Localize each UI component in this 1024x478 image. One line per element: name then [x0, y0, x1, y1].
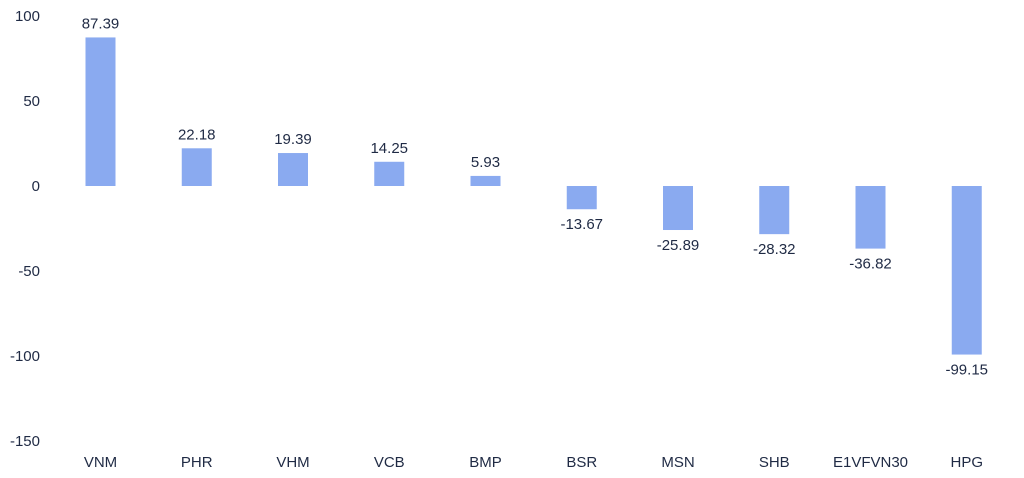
category-label: VCB [374, 454, 405, 471]
bar-phr [181, 148, 212, 186]
y-tick-label: 50 [23, 93, 40, 110]
bar-msn [663, 186, 693, 231]
bar-vcb [374, 161, 405, 186]
bars [85, 37, 982, 355]
category-label: SHB [759, 454, 790, 471]
category-label: E1VFVN30 [833, 454, 908, 471]
category-label: BMP [469, 454, 502, 471]
y-axis-ticks: 100 50 0 -50 -100 -150 [10, 8, 40, 450]
y-tick-label: 0 [32, 178, 40, 195]
value-label: -13.67 [560, 216, 603, 233]
bar-vnm [85, 37, 116, 187]
value-label: 5.93 [471, 154, 500, 171]
category-label: HPG [950, 454, 983, 471]
value-labels: 87.39 22.18 19.39 14.25 5.93 -13.67 -25.89 -28.… [82, 15, 988, 378]
bar-bsr [566, 186, 597, 210]
category-label: BSR [566, 454, 597, 471]
value-label: 14.25 [370, 140, 408, 157]
y-tick-label: -100 [10, 348, 40, 365]
category-label: VNM [84, 454, 117, 471]
category-label: VHM [276, 454, 309, 471]
bar-hpg [951, 186, 982, 355]
category-label: PHR [181, 454, 213, 471]
value-label: 87.39 [82, 15, 120, 32]
value-label: 19.39 [274, 131, 312, 148]
value-label: 22.18 [178, 126, 216, 143]
y-tick-label: 100 [15, 8, 40, 25]
bar-bmp [470, 175, 501, 186]
value-label: -99.15 [945, 362, 988, 379]
bar-vhm [278, 153, 308, 186]
value-label: -28.32 [753, 241, 796, 258]
category-labels: VNM PHR VHM VCB BMP BSR MSN SHB E1VFVN30 HPG [84, 454, 983, 471]
value-label: -25.89 [657, 237, 700, 254]
bar-e1vfvn30 [855, 186, 886, 249]
category-label: MSN [661, 454, 694, 471]
value-label: -36.82 [849, 256, 892, 273]
y-tick-label: -150 [10, 433, 40, 450]
y-tick-label: -50 [18, 263, 40, 280]
bar-shb [759, 186, 790, 235]
